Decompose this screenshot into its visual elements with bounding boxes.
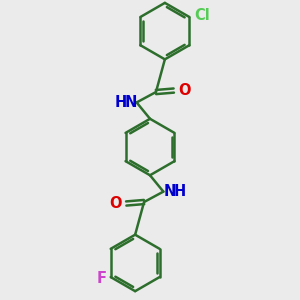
Text: H: H <box>115 95 127 110</box>
Text: Cl: Cl <box>194 8 209 23</box>
Text: H: H <box>174 184 186 199</box>
Text: N: N <box>124 95 136 110</box>
Text: F: F <box>96 271 106 286</box>
Text: O: O <box>109 196 122 211</box>
Text: O: O <box>178 83 191 98</box>
Text: N: N <box>164 184 176 199</box>
